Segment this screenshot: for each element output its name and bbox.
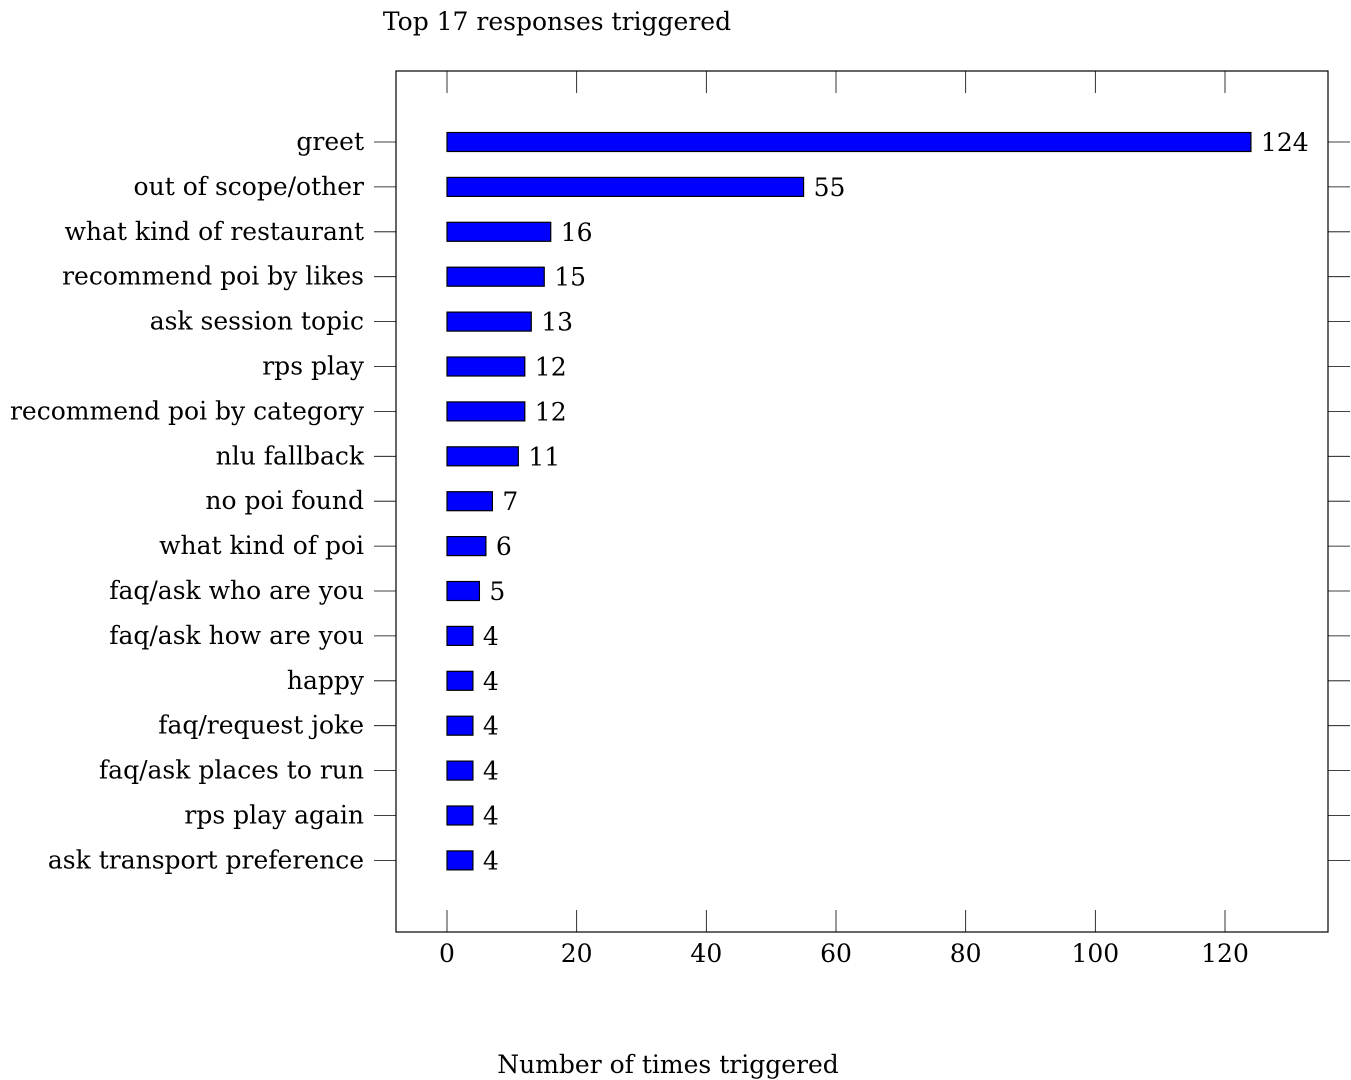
bar-value-label: 15 [554,263,586,292]
y-axis-tick-labels: greet out of scope/other what kind of rest… [10,127,365,874]
bar-value-label: 4 [483,667,499,696]
bar [446,491,493,512]
y-tick-label: faq/ask places to run [99,756,364,785]
bar-value-label: 6 [496,532,512,561]
bar [446,311,532,332]
y-tick-label: recommend poi by category [10,396,365,425]
x-tick-label: 80 [950,939,982,968]
y-tick-label: faq/ask how are you [109,621,364,650]
y-axis-ticks [374,141,1350,861]
x-tick-label: 120 [1201,939,1249,968]
bar [446,356,526,377]
chart-title: Top 17 responses triggered [383,7,731,36]
bar-value-label: 5 [489,577,505,606]
y-tick-label: nlu fallback [216,441,365,470]
bar [446,580,481,602]
bar [446,625,474,647]
x-tick-label: 40 [690,939,722,968]
bar [446,221,552,242]
y-tick-label: ask session topic [150,307,364,336]
y-tick-label: greet [296,127,364,156]
bar-value-label: 4 [483,712,499,741]
bar [446,670,474,691]
bar [446,535,487,557]
x-tick-label: 0 [439,939,455,968]
bar [446,850,474,871]
bar-value-label: 13 [541,308,573,337]
bar [446,760,474,781]
bar-value-label: 4 [483,757,499,786]
x-axis-label: Number of times triggered [497,1050,839,1079]
bar-value-label: 55 [814,173,846,202]
bar [446,805,474,826]
bar-value-label: 11 [528,442,560,471]
bar [446,266,545,287]
bar [446,446,519,467]
bar-value-labels: 124 55 16 15 13 12 12 11 7 6 5 4 4 4 4 4 4 [483,128,1309,875]
y-tick-label: faq/ask who are you [109,576,364,605]
bar-value-label: 124 [1261,128,1309,157]
y-tick-label: recommend poi by likes [62,262,364,291]
x-tick-label: 100 [1071,939,1119,968]
x-tick-label: 20 [561,939,593,968]
y-tick-label: what kind of poi [159,531,364,560]
bar [446,176,805,197]
y-tick-label: out of scope/other [134,172,364,201]
bar-value-label: 7 [502,487,518,516]
y-tick-label: ask transport preference [48,845,364,874]
bar-value-label: 4 [483,622,499,651]
x-tick-label: 60 [820,939,852,968]
bar [446,131,1252,153]
bar-value-label: 12 [535,353,567,382]
bars [446,131,1252,871]
y-tick-label: rps play [262,352,365,381]
y-tick-label: rps play again [184,801,364,830]
bar [446,401,526,422]
bar-value-label: 4 [483,846,499,875]
y-tick-label: what kind of restaurant [65,217,364,246]
x-axis-ticks [446,71,1226,932]
bar-value-label: 12 [535,397,567,426]
x-axis-tick-labels: 0 20 40 60 80 100 120 [439,939,1249,968]
bar-value-label: 4 [483,802,499,831]
plot-frame [395,70,1329,933]
y-tick-label: faq/request joke [158,711,364,740]
y-tick-label: happy [287,666,365,695]
y-tick-label: no poi found [205,486,364,515]
bar [446,715,474,736]
bar-value-label: 16 [561,218,593,247]
